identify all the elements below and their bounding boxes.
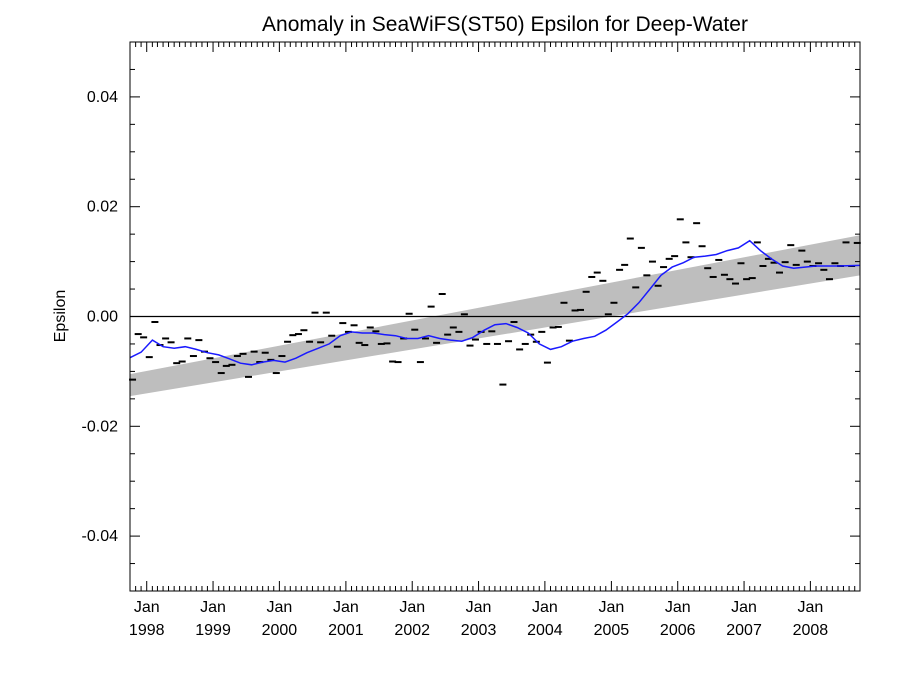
- x-tick-month: Jan: [731, 599, 757, 616]
- x-tick-month: Jan: [266, 599, 292, 616]
- x-tick-year: 2001: [328, 622, 364, 639]
- x-tick-year: 2004: [527, 622, 563, 639]
- x-tick-month: Jan: [598, 599, 624, 616]
- running-mean-layer: [129, 239, 861, 366]
- axis-layer: 0.04 0.02 0.00 -0.02 -0.04 Jan 1998 Jan 1999 Jan 2…: [82, 42, 860, 639]
- y-tick-label: 0.00: [87, 309, 118, 326]
- x-tick-month: Jan: [665, 599, 691, 616]
- y-tick-label: -0.04: [82, 528, 119, 545]
- y-tick-label: 0.02: [87, 199, 118, 216]
- x-tick-month: Jan: [797, 599, 823, 616]
- y-tick-label: 0.04: [87, 89, 118, 106]
- x-tick-year: 2002: [394, 622, 430, 639]
- x-tick-year: 2003: [461, 622, 497, 639]
- x-tick-month: Jan: [466, 599, 492, 616]
- chart-title: Anomaly in SeaWiFS(ST50) Epsilon for Dee…: [262, 13, 748, 36]
- x-tick-year: 2000: [262, 622, 298, 639]
- running-mean-line: [129, 239, 861, 366]
- x-tick-month: Jan: [200, 599, 226, 616]
- x-tick-month: Jan: [134, 599, 160, 616]
- x-tick-month: Jan: [532, 599, 558, 616]
- x-tick-year: 2008: [793, 622, 829, 639]
- x-tick-year: 1999: [195, 622, 231, 639]
- trend-band-layer: [130, 235, 860, 397]
- x-tick-year: 2007: [726, 622, 762, 639]
- x-tick-year: 1998: [129, 622, 165, 639]
- x-tick-month: Jan: [399, 599, 425, 616]
- x-tick-year: 2005: [594, 622, 630, 639]
- y-tick-label: -0.02: [82, 418, 119, 435]
- trend-band: [130, 235, 860, 397]
- y-axis-label: Epsilon: [52, 290, 69, 342]
- x-tick-year: 2006: [660, 622, 696, 639]
- x-tick-month: Jan: [333, 599, 359, 616]
